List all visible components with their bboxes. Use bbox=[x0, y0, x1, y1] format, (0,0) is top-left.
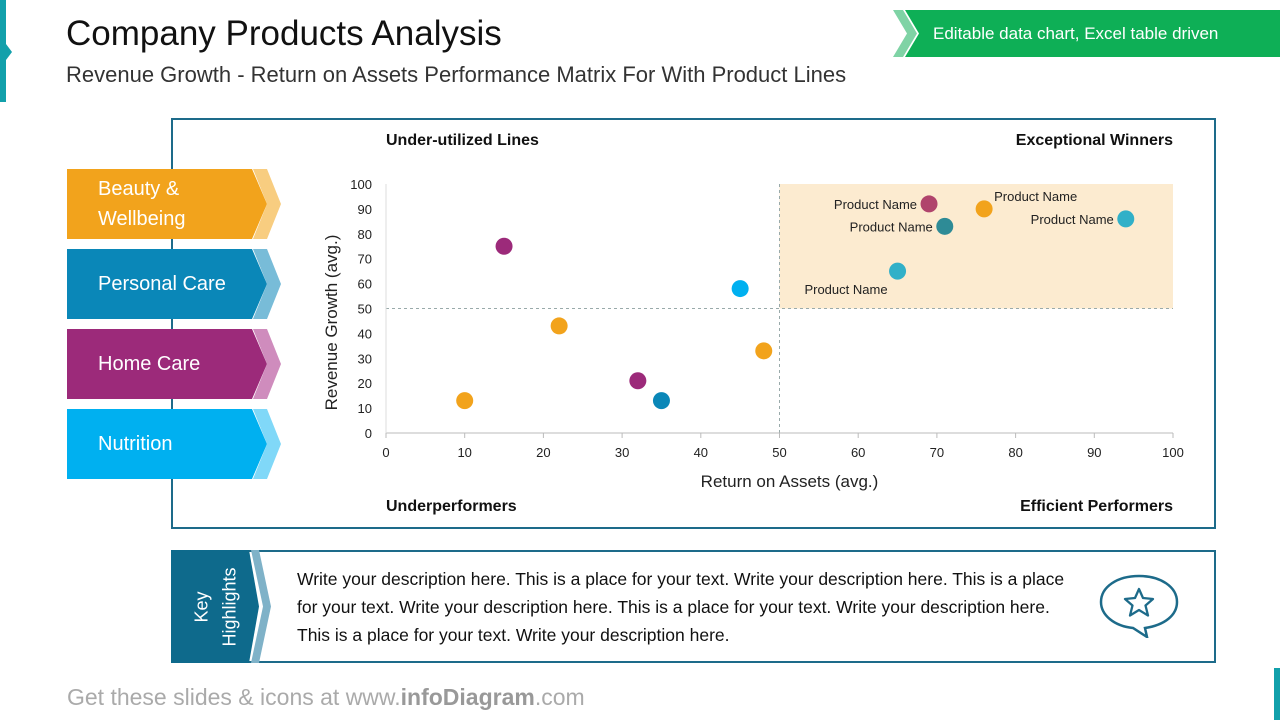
corner-accent bbox=[1274, 668, 1280, 720]
x-tick-label: 40 bbox=[694, 445, 708, 460]
category-label: Beauty & Wellbeing bbox=[98, 178, 186, 230]
footer: Get these slides & icons at www.infoDiag… bbox=[67, 684, 585, 711]
data-point bbox=[755, 342, 773, 360]
category-tab: Personal Care bbox=[67, 249, 281, 319]
x-tick-label: 70 bbox=[930, 445, 944, 460]
y-tick-label: 90 bbox=[358, 202, 372, 217]
data-label: Product Name bbox=[834, 197, 917, 212]
data-point bbox=[731, 280, 749, 298]
category-label: Nutrition bbox=[98, 433, 173, 455]
chart-panel bbox=[171, 118, 1216, 529]
category-tab: Nutrition bbox=[67, 409, 281, 479]
category-tab: Beauty & Wellbeing bbox=[67, 169, 281, 239]
data-point bbox=[456, 392, 474, 410]
data-point bbox=[889, 262, 907, 280]
y-tick-label: 40 bbox=[358, 326, 372, 341]
category-label: Home Care bbox=[98, 353, 201, 375]
x-tick-label: 30 bbox=[615, 445, 629, 460]
highlights-tab bbox=[171, 550, 271, 663]
highlight-region bbox=[779, 184, 1173, 309]
y-tick-label: 70 bbox=[358, 252, 372, 267]
y-tick-label: 100 bbox=[350, 177, 372, 192]
highlights-text: Write your description here. This is a p… bbox=[297, 569, 1065, 645]
quadrant-efficient-performers: Efficient Performers bbox=[1020, 498, 1173, 515]
data-label: Product Name bbox=[804, 282, 887, 297]
y-tick-label: 80 bbox=[358, 227, 372, 242]
x-tick-label: 90 bbox=[1087, 445, 1101, 460]
footer-brand[interactable]: infoDiagram bbox=[400, 684, 535, 710]
category-label: Personal Care bbox=[98, 273, 226, 295]
x-tick-label: 10 bbox=[457, 445, 471, 460]
data-point bbox=[652, 392, 670, 410]
y-tick-label: 20 bbox=[358, 376, 372, 391]
page-subtitle: Revenue Growth - Return on Assets Perfor… bbox=[66, 62, 847, 87]
data-label: Product Name bbox=[850, 219, 933, 234]
y-tick-label: 60 bbox=[358, 277, 372, 292]
scatter-chart: 0 10 20 30 40 50 60 70 80 90 100 0 10 20 30 40 50 60 70 80 9… bbox=[322, 177, 1184, 491]
footer-prefix: Get these slides & icons at www. bbox=[67, 684, 401, 710]
x-tick-label: 20 bbox=[536, 445, 550, 460]
y-axis-label: Revenue Growth (avg.) bbox=[322, 235, 341, 411]
y-tick-label: 50 bbox=[358, 302, 372, 317]
data-label: Product Name bbox=[994, 189, 1077, 204]
editable-badge: Editable data chart, Excel table driven bbox=[905, 10, 1280, 57]
data-point bbox=[550, 317, 568, 335]
x-tick-label: 100 bbox=[1162, 445, 1184, 460]
data-point bbox=[1117, 210, 1135, 228]
x-tick-label: 60 bbox=[851, 445, 865, 460]
category-tab: Home Care bbox=[67, 329, 281, 399]
page-title: Company Products Analysis bbox=[66, 14, 502, 53]
quadrant-under-utilized: Under-utilized Lines bbox=[386, 132, 539, 149]
y-tick-label: 0 bbox=[365, 426, 372, 441]
x-tick-label: 50 bbox=[772, 445, 786, 460]
accent-marker bbox=[0, 0, 12, 102]
y-tick-label: 30 bbox=[358, 351, 372, 366]
quadrant-exceptional-winners: Exceptional Winners bbox=[1015, 132, 1173, 149]
speech-bubble-star-icon bbox=[1099, 574, 1179, 638]
data-point bbox=[936, 217, 954, 235]
data-label: Product Name bbox=[1031, 212, 1114, 227]
x-tick-label: 0 bbox=[382, 445, 389, 460]
footer-suffix: .com bbox=[534, 684, 585, 710]
quadrant-underperformers: Underperformers bbox=[386, 498, 517, 515]
y-tick-label: 10 bbox=[358, 401, 372, 416]
x-axis-label: Return on Assets (avg.) bbox=[701, 472, 879, 491]
data-point bbox=[920, 195, 938, 213]
data-point bbox=[495, 237, 513, 255]
data-point bbox=[975, 200, 993, 218]
highlights-label: Key Highlights bbox=[191, 566, 240, 647]
x-tick-label: 80 bbox=[1008, 445, 1022, 460]
data-point bbox=[629, 372, 647, 390]
